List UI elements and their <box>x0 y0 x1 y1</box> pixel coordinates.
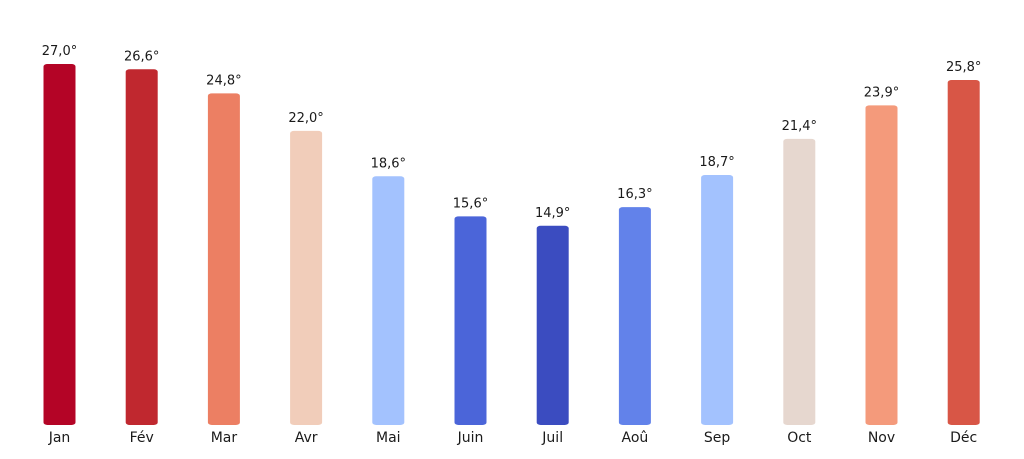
bar-oct <box>783 138 816 425</box>
x-tick-label-jan: Jan <box>48 430 71 446</box>
value-label-déc: 25,8° <box>946 60 981 75</box>
x-tick-label-juil: Juil <box>541 430 563 446</box>
x-tick-label-juin: Juin <box>457 430 484 446</box>
value-label-oct: 21,4° <box>782 119 817 134</box>
value-label-sep: 18,7° <box>699 155 734 170</box>
x-tick-label-mai: Mai <box>376 430 401 446</box>
x-tick-label-nov: Nov <box>868 430 895 446</box>
bar-déc <box>947 80 980 425</box>
x-tick-label-aoû: Aoû <box>622 430 649 446</box>
x-tick-label-oct: Oct <box>787 430 812 446</box>
value-label-jan: 27,0° <box>42 44 77 59</box>
value-labels-layer: 27,0° 26,6° 24,8° 22,0° 18,6° 15,6° 14,9° 16,3°… <box>42 44 982 221</box>
bar-fév <box>125 69 158 426</box>
x-tick-label-sep: Sep <box>704 430 731 446</box>
value-label-juin: 15,6° <box>453 196 488 211</box>
bars-layer <box>43 64 980 426</box>
value-label-mar: 24,8° <box>206 73 241 88</box>
bar-sep <box>701 175 734 425</box>
value-label-avr: 22,0° <box>288 111 323 126</box>
x-tick-label-mar: Mar <box>211 430 238 446</box>
bar-aoû <box>618 207 651 425</box>
x-tick-label-déc: Déc <box>950 430 977 446</box>
value-label-nov: 23,9° <box>864 85 899 100</box>
value-label-mai: 18,6° <box>371 156 406 171</box>
bar-nov <box>865 105 898 426</box>
bar-avr <box>290 130 323 425</box>
bar-juil <box>536 225 569 425</box>
bar-jan <box>43 64 76 425</box>
x-tick-label-avr: Avr <box>295 430 318 446</box>
bar-juin <box>454 216 487 425</box>
value-label-juil: 14,9° <box>535 206 570 221</box>
value-label-aoû: 16,3° <box>617 187 652 202</box>
x-axis-tick-labels: Jan Fév Mar Avr Mai Juin Juil Aoû Sep Oct Nov Déc <box>48 430 978 446</box>
value-label-fév: 26,6° <box>124 49 159 64</box>
bar-mai <box>372 176 405 425</box>
bar-mar <box>207 93 240 426</box>
x-tick-label-fév: Fév <box>130 430 154 446</box>
